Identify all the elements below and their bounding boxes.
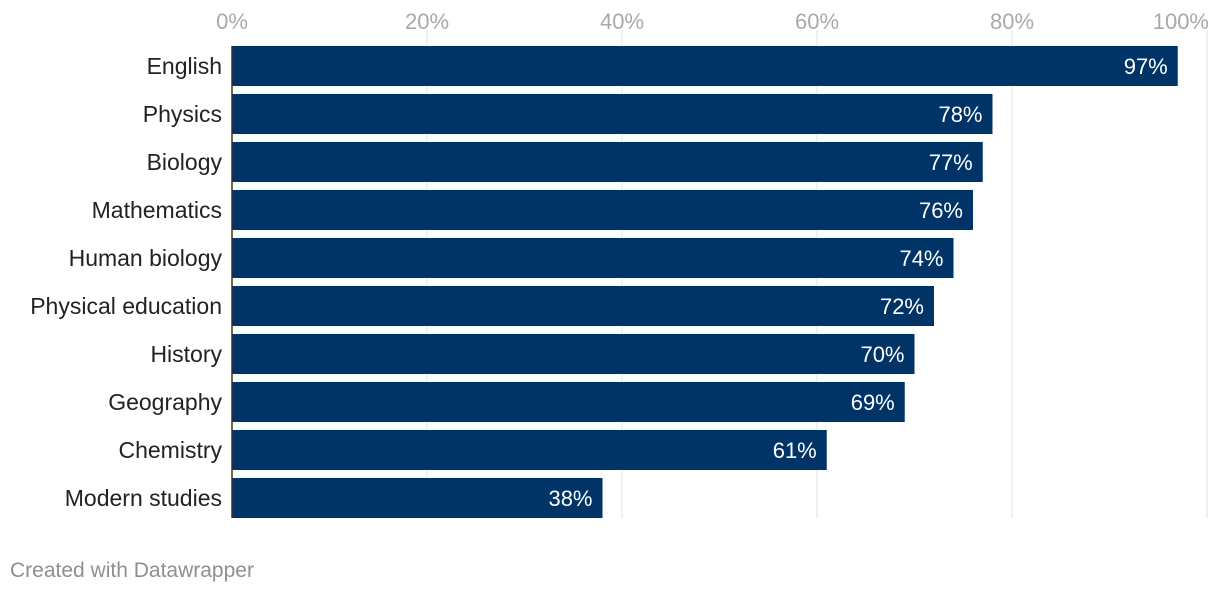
datawrapper-credit[interactable]: Created with Datawrapper <box>10 559 254 582</box>
x-tick-label: 0% <box>216 9 248 34</box>
bar-value-label: 70% <box>860 342 904 367</box>
category-label: History <box>150 341 222 367</box>
bar-value-label: 74% <box>899 246 943 271</box>
bar-value-label: 69% <box>851 390 895 415</box>
bar-value-label: 77% <box>929 150 973 175</box>
category-label: Geography <box>108 389 222 415</box>
bar-value-label: 76% <box>919 198 963 223</box>
bar <box>232 478 603 518</box>
category-label: Human biology <box>69 245 223 271</box>
category-label: Physical education <box>30 293 222 319</box>
value-labels: 97% 78% 77% 76% 74% 72% 70% 69% 61% 38% <box>548 54 1167 511</box>
bar <box>232 286 934 326</box>
bar-value-label: 61% <box>773 438 817 463</box>
bar-value-label: 72% <box>880 294 924 319</box>
category-label: Modern studies <box>65 485 222 511</box>
x-tick-label: 80% <box>990 9 1034 34</box>
bar <box>232 334 915 374</box>
bar <box>232 430 827 470</box>
bar <box>232 190 973 230</box>
category-label: Chemistry <box>118 437 222 463</box>
bar-value-label: 78% <box>938 102 982 127</box>
category-label: Mathematics <box>92 197 222 223</box>
x-tick-label: 60% <box>795 9 839 34</box>
bar <box>232 94 993 134</box>
bars <box>232 46 1178 518</box>
category-labels: English Physics Biology Mathematics Human bi… <box>30 53 222 511</box>
category-label: Biology <box>147 149 223 175</box>
x-tick-label: 40% <box>600 9 644 34</box>
bar <box>232 46 1178 86</box>
x-tick-label: 20% <box>405 9 449 34</box>
bar-value-label: 38% <box>548 486 592 511</box>
x-axis-ticks: 0% 20% 40% 60% 80% 100% <box>216 9 1209 34</box>
category-label: English <box>147 53 222 79</box>
bar-value-label: 97% <box>1124 54 1168 79</box>
bar <box>232 238 954 278</box>
x-tick-label: 100% <box>1153 9 1209 34</box>
bar <box>232 382 905 422</box>
category-label: Physics <box>143 101 222 127</box>
bar <box>232 142 983 182</box>
